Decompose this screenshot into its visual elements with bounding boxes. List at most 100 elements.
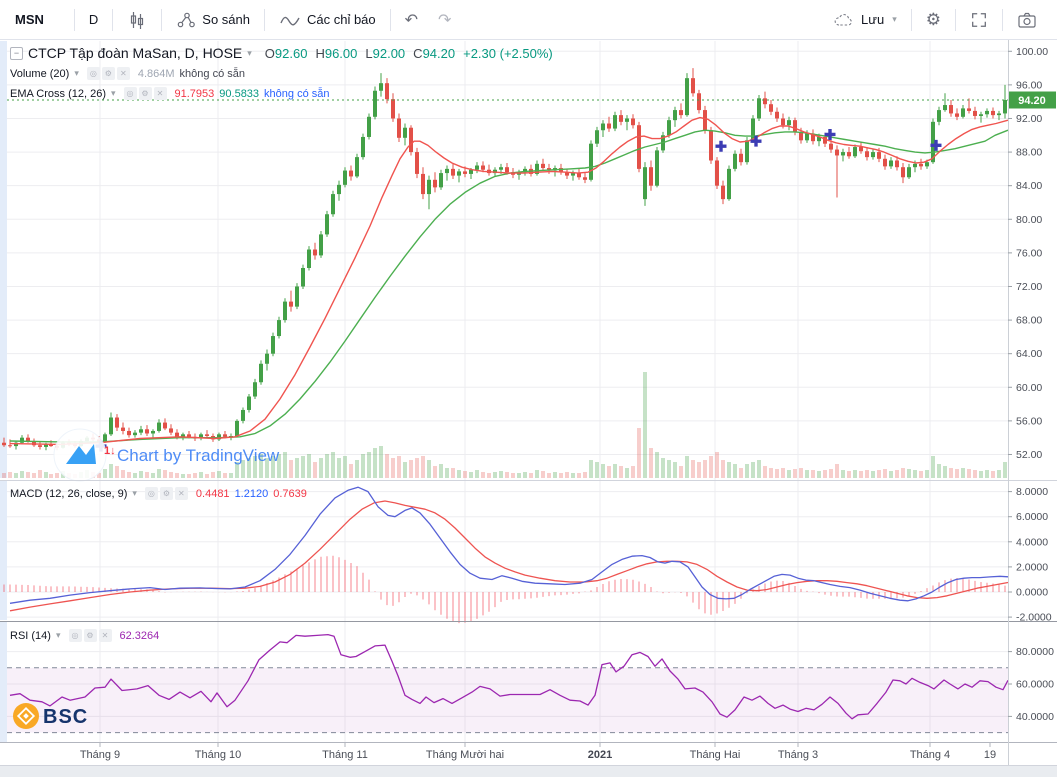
ema12-line bbox=[9, 116, 1009, 446]
save-chart-button[interactable]: Lưu ▾ bbox=[823, 7, 907, 33]
tradingview-watermark: 1↓ Chart by TradingView bbox=[53, 428, 280, 482]
hide-indicator-icon[interactable]: ◎ bbox=[123, 87, 137, 100]
volume-note: không có sẵn bbox=[179, 67, 245, 80]
svg-text:92.00: 92.00 bbox=[1016, 113, 1042, 125]
indicator-settings-icon[interactable]: ⚙ bbox=[83, 629, 97, 642]
collapse-pane-icon[interactable]: − bbox=[10, 46, 23, 60]
remove-indicator-icon[interactable]: ✕ bbox=[116, 67, 130, 80]
price-axis: 100.00 96.00 92.00 88.00 84.00 80.00 76.00 72.0… bbox=[1008, 46, 1054, 723]
time-axis-label: Tháng Hai bbox=[690, 749, 741, 761]
time-axis-label: Tháng 10 bbox=[195, 749, 241, 761]
svg-text:76.00: 76.00 bbox=[1016, 247, 1042, 259]
undo-button[interactable]: ↶ bbox=[395, 7, 428, 33]
svg-text:80.00: 80.00 bbox=[1016, 214, 1042, 226]
svg-text:6.0000: 6.0000 bbox=[1016, 511, 1048, 523]
chevron-down-icon[interactable]: ▾ bbox=[110, 88, 116, 98]
low-value: 92.00 bbox=[372, 45, 406, 61]
cloud-save-icon bbox=[833, 11, 855, 29]
macd-legend[interactable]: MACD (12, 26, close, 9) ▾ ◎ ⚙ ✕ 0.4481 1… bbox=[10, 487, 307, 500]
high-label: H bbox=[315, 45, 325, 61]
remove-indicator-icon[interactable]: ✕ bbox=[153, 87, 167, 100]
open-label: O bbox=[264, 45, 275, 61]
rsi-band bbox=[7, 667, 1008, 733]
svg-text:72.00: 72.00 bbox=[1016, 281, 1042, 293]
bsc-logo: BSC bbox=[13, 703, 88, 729]
fullscreen-icon bbox=[970, 11, 988, 29]
svg-text:4.0000: 4.0000 bbox=[1016, 536, 1048, 548]
open-value: 92.60 bbox=[274, 45, 308, 61]
toolbar-divider bbox=[161, 8, 163, 31]
time-axis-label: 19 bbox=[984, 749, 996, 761]
indicators-label: Các chỉ báo bbox=[306, 12, 376, 27]
low-label: L bbox=[365, 45, 373, 61]
camera-icon bbox=[1017, 11, 1037, 29]
macd-signal-value: 0.7639 bbox=[273, 487, 307, 500]
last-price-badge: 94.20 bbox=[1009, 91, 1056, 109]
toolbar-divider bbox=[910, 8, 912, 31]
macd-legend-title[interactable]: MACD (12, 26, close, 9) bbox=[10, 487, 128, 500]
hide-indicator-icon[interactable]: ◎ bbox=[86, 67, 100, 80]
save-label: Lưu bbox=[861, 12, 885, 27]
legend-controls: ◎ ⚙ ✕ bbox=[68, 629, 112, 642]
indicator-settings-icon[interactable]: ⚙ bbox=[101, 67, 115, 80]
main-series-legend[interactable]: − CTCP Tập đoàn MaSan, D, HOSE ▾ O92.60 … bbox=[10, 45, 553, 61]
legend-controls: ◎ ⚙ ✕ bbox=[86, 67, 130, 80]
chart-style-button[interactable] bbox=[117, 7, 157, 33]
toolbar-divider bbox=[263, 8, 265, 31]
watermark-marker: 1↓ bbox=[104, 445, 116, 457]
chevron-down-icon[interactable]: ▾ bbox=[247, 47, 252, 58]
indicator-settings-icon[interactable]: ⚙ bbox=[138, 87, 152, 100]
indicators-button[interactable]: Các chỉ báo bbox=[269, 7, 386, 33]
high-value: 96.00 bbox=[324, 45, 358, 61]
bsc-logo-text: BSC bbox=[43, 706, 88, 728]
rsi-legend-title[interactable]: RSI (14) bbox=[10, 629, 51, 642]
interval-button[interactable]: D bbox=[79, 7, 108, 33]
snapshot-button[interactable] bbox=[1007, 7, 1047, 33]
indicator-settings-icon[interactable]: ⚙ bbox=[159, 487, 173, 500]
svg-text:100.00: 100.00 bbox=[1016, 46, 1048, 58]
time-axis-label: Tháng Mười hai bbox=[426, 749, 504, 761]
undo-icon: ↶ bbox=[404, 11, 419, 29]
crosshair-column-highlight bbox=[0, 622, 7, 742]
candles bbox=[2, 68, 1007, 451]
macd-signal-line bbox=[9, 500, 1009, 612]
fullscreen-button[interactable] bbox=[960, 7, 998, 33]
svg-text:0.0000: 0.0000 bbox=[1016, 587, 1048, 599]
ema26-line bbox=[9, 129, 1009, 443]
compare-button[interactable]: So sánh bbox=[166, 7, 260, 33]
interval-label: D bbox=[88, 12, 99, 27]
svg-text:8.0000: 8.0000 bbox=[1016, 486, 1048, 498]
settings-button[interactable]: ⚙ bbox=[916, 7, 951, 33]
chevron-down-icon[interactable]: ▾ bbox=[74, 68, 79, 78]
ema-cross-legend[interactable]: EMA Cross (12, 26) ▾ ◎ ⚙ ✕ 91.7953 90.58… bbox=[10, 87, 329, 100]
rsi-legend[interactable]: RSI (14) ▾ ◎ ⚙ ✕ 62.3264 bbox=[10, 629, 159, 642]
compare-label: So sánh bbox=[202, 12, 250, 27]
macd-hist-value: 0.4481 bbox=[195, 487, 230, 500]
chevron-down-icon: ▾ bbox=[892, 14, 897, 24]
volume-legend[interactable]: Volume (20) ▾ ◎ ⚙ ✕ 4.864M không có sẵn bbox=[10, 67, 245, 80]
svg-text:40.0000: 40.0000 bbox=[1016, 711, 1054, 723]
toolbar-divider bbox=[955, 8, 956, 31]
series-title[interactable]: CTCP Tập đoàn MaSan, D, HOSE bbox=[28, 45, 243, 61]
time-axis-label: Tháng 9 bbox=[80, 749, 120, 761]
svg-text:60.0000: 60.0000 bbox=[1016, 679, 1054, 691]
chevron-down-icon[interactable]: ▾ bbox=[132, 488, 137, 498]
close-value: 94.20 bbox=[422, 45, 456, 61]
redo-button[interactable]: ↷ bbox=[428, 7, 461, 33]
svg-text:52.00: 52.00 bbox=[1016, 449, 1042, 461]
hide-indicator-icon[interactable]: ◎ bbox=[144, 487, 158, 500]
remove-indicator-icon[interactable]: ✕ bbox=[98, 629, 112, 642]
hide-indicator-icon[interactable]: ◎ bbox=[68, 629, 82, 642]
gear-icon: ⚙ bbox=[925, 9, 941, 29]
chevron-down-icon[interactable]: ▾ bbox=[55, 630, 61, 640]
ema-legend-title[interactable]: EMA Cross (12, 26) bbox=[10, 87, 106, 100]
symbol-search-button[interactable]: MSN bbox=[0, 7, 70, 33]
toolbar-divider bbox=[1002, 8, 1003, 31]
volume-legend-title[interactable]: Volume (20) bbox=[10, 67, 70, 80]
remove-indicator-icon[interactable]: ✕ bbox=[174, 487, 188, 500]
compare-icon bbox=[176, 10, 196, 30]
toolbar-divider bbox=[73, 8, 75, 31]
svg-text:84.00: 84.00 bbox=[1016, 180, 1042, 192]
